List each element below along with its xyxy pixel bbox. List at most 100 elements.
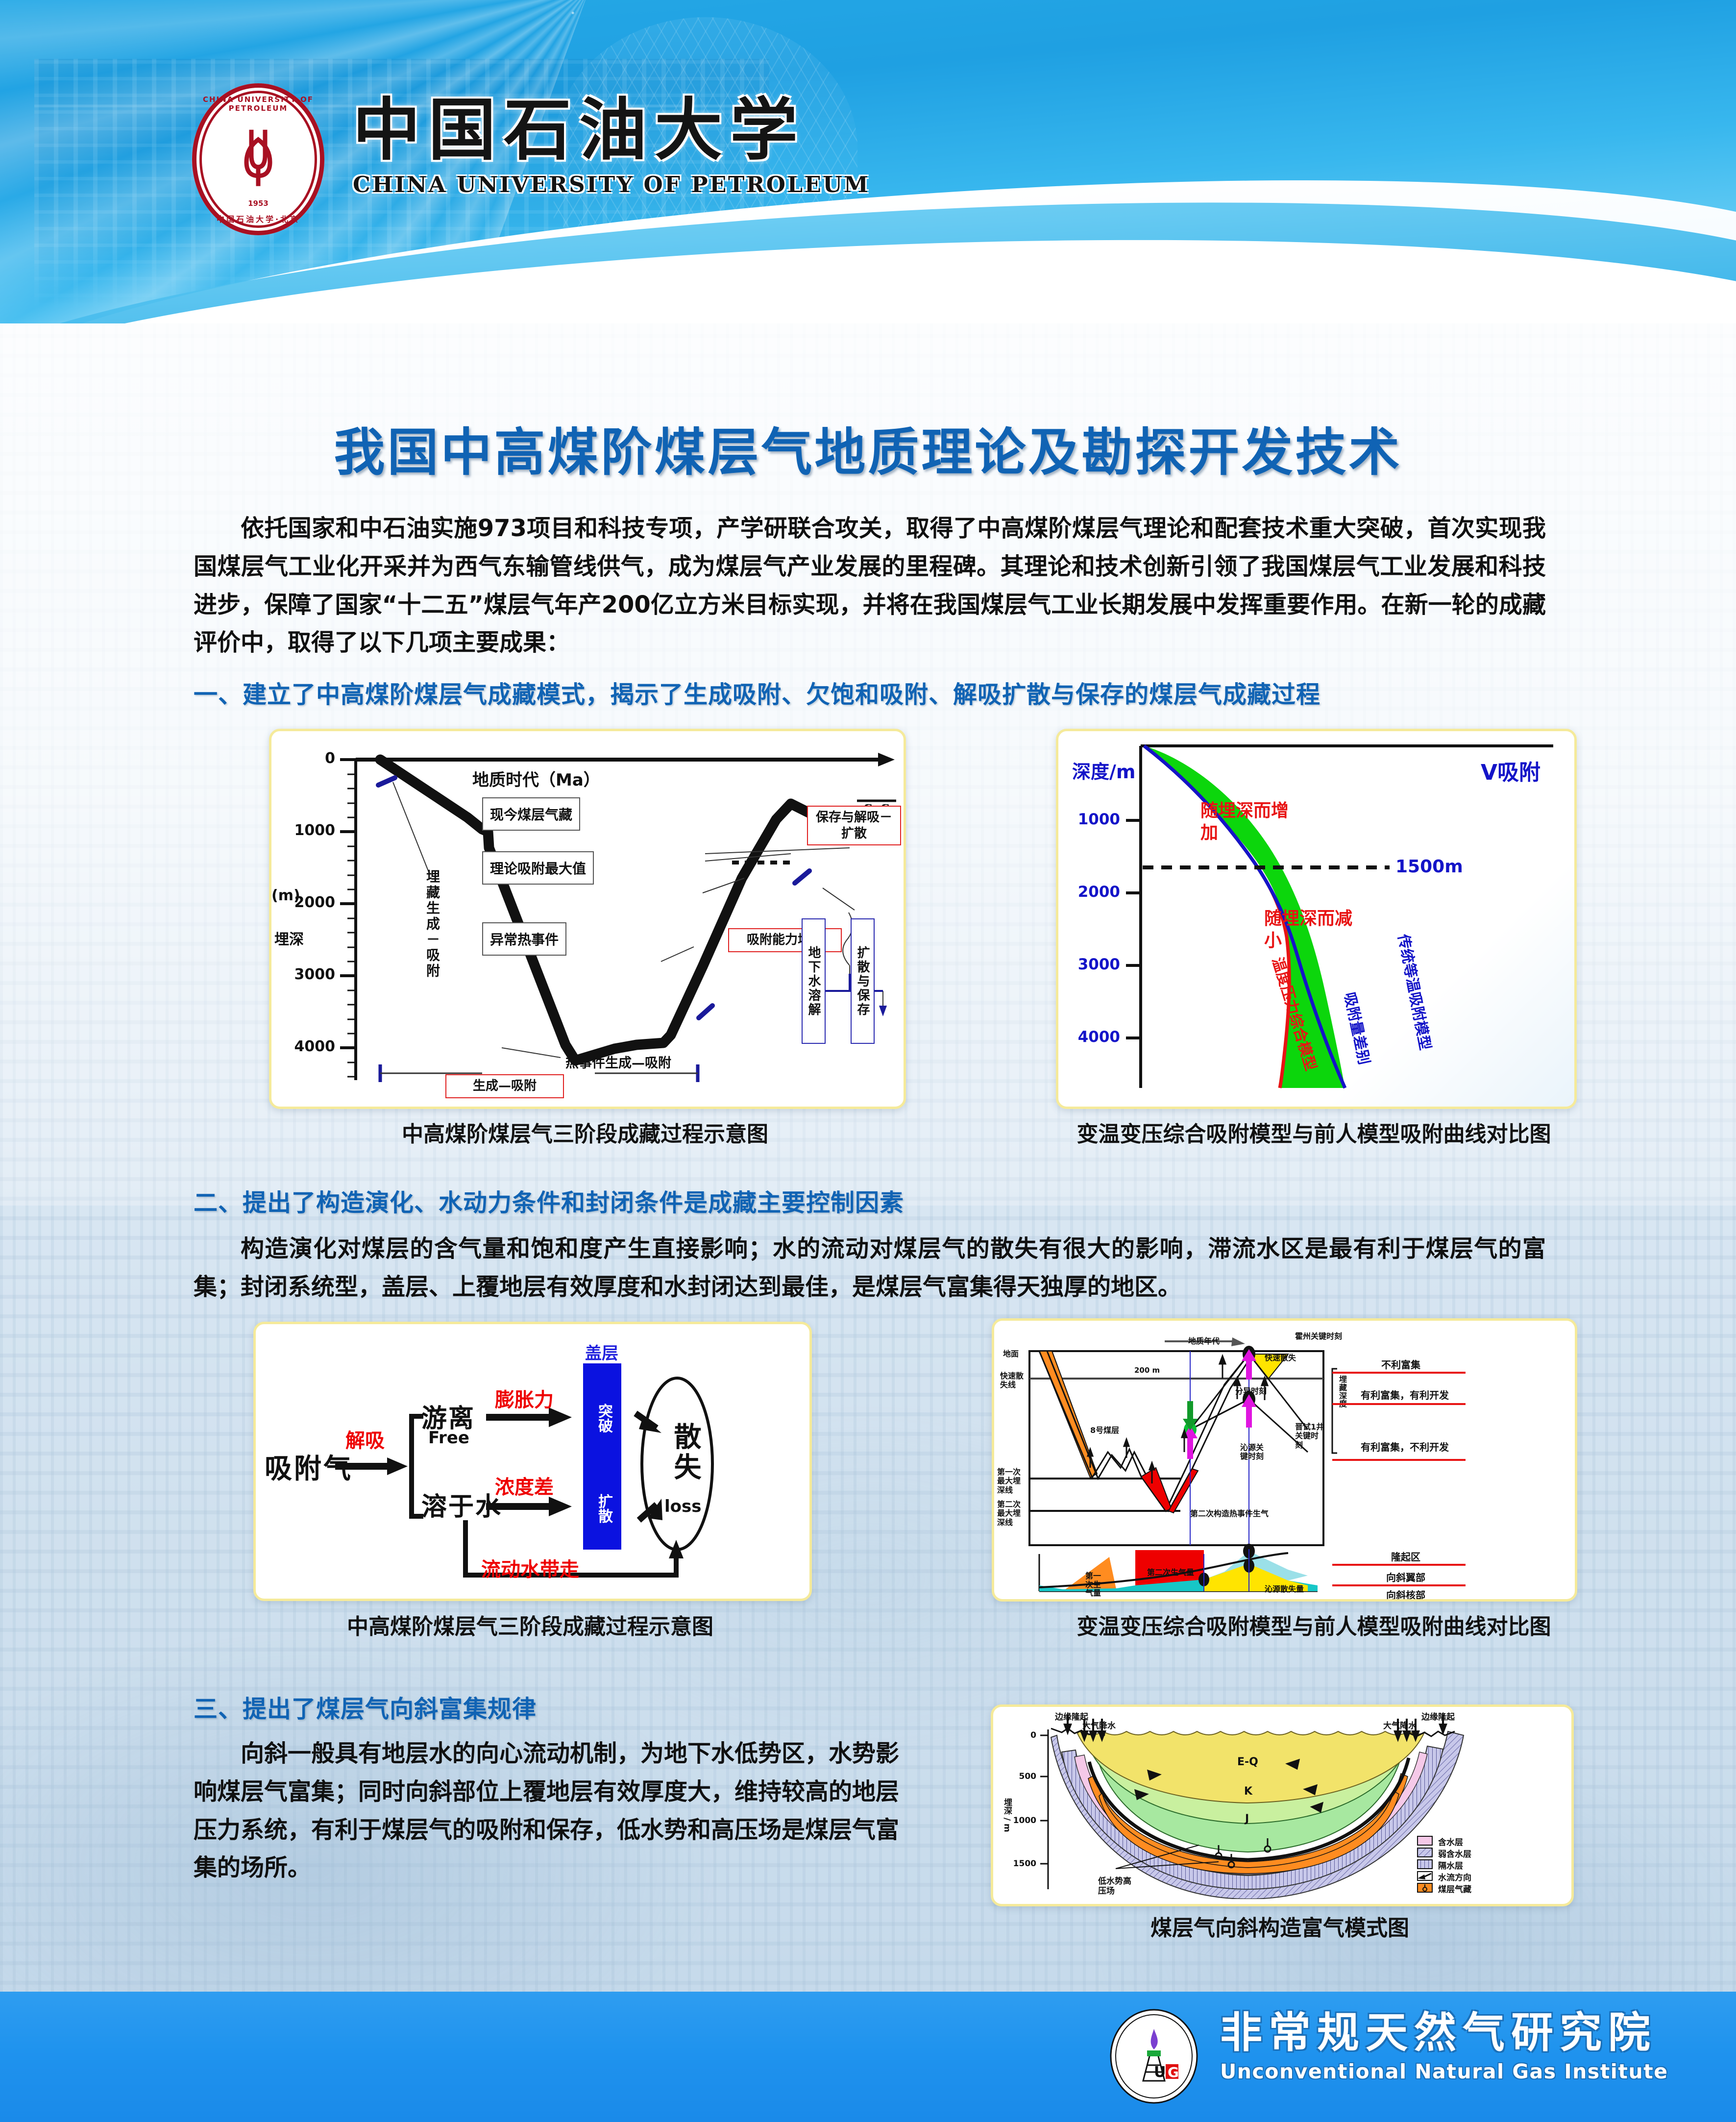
figure-1-yunit: (m): [271, 887, 300, 904]
figure-5-syncline-model: 埋深 / m 0 500 1000 1500 边缘隆起 边缘隆起 大气降水 大气…: [991, 1704, 1574, 1906]
poster-footer: [0, 1992, 1736, 2122]
figure-3-node-cap-rock: 盖层: [585, 1344, 618, 1363]
figure-1-callout-theoretical-max: 理论吸附最大值: [482, 851, 594, 885]
figure-4-annotation-coal-seam-8: 8号煤层: [1090, 1426, 1120, 1435]
figure-4-divider-favorable-nodev: [1332, 1459, 1466, 1461]
figure-5-annotation-precipitation-left: 大气降水: [1082, 1721, 1116, 1731]
figure-5-annotation-precipitation-right: 大气降水: [1383, 1721, 1417, 1731]
figure-5-annotation-margin-uplift-left: 边缘隆起: [1055, 1712, 1088, 1722]
university-name-en: CHINA UNIVERSITY OF PETROLEUM: [353, 172, 870, 197]
figure-4-annotation-differentiation-moment: 分异时刻: [1235, 1386, 1267, 1396]
figure-3-node-free-en: Free: [428, 1428, 469, 1448]
svg-text:G: G: [1168, 2064, 1179, 2080]
figure-5-annotation-margin-uplift-right: 边缘隆起: [1421, 1712, 1455, 1722]
seal-arc-bottom-text: 中国石油大学·北京: [216, 215, 300, 224]
figure-1-ylabel: 埋深: [274, 931, 304, 948]
figure-3-svg: [335, 1363, 714, 1578]
figure-3-edge-concentration-difference: 浓度差: [495, 1476, 554, 1499]
figure-2-ylabel: 深度/m: [1072, 761, 1136, 783]
figure-3-node-adsorbed-gas: 吸附气: [265, 1453, 353, 1485]
figure-4-label-burial-depth: 埋藏深度: [1339, 1375, 1347, 1408]
figure-4-annotation-jinshi1-critical: 晋试1井关键时刻: [1295, 1422, 1324, 1450]
figure-1-vbox-groundwater-dissolution: 地下水溶解: [802, 918, 826, 1044]
figure-4-annotation-second-thermal-event: 第二次构造热事件生气: [1190, 1509, 1269, 1518]
seal-emblem-icon: [244, 129, 272, 186]
intro-paragraph: 依托国家和中石油实施973项目和科技专项，产学研联合攻关，取得了中高煤阶煤层气理…: [194, 515, 1546, 657]
figure-3-node-breakthrough: 突破: [595, 1404, 612, 1433]
university-seal-logo: CHINA UNIVERSITY OF PETROLEUM 1953 中国石油大…: [192, 83, 324, 235]
figure-1-redbox-preservation-desorption: 保存与解吸－扩散: [807, 806, 901, 845]
figure-4-divider-uplift: [1332, 1564, 1466, 1566]
figure-5-legend-cbm-reservoir: 煤层气藏: [1438, 1885, 1471, 1895]
figure-4-annotation-first-gas-volume: 第一次生气量: [1085, 1571, 1101, 1598]
figure-5-ytick-1500: 1500: [1013, 1859, 1036, 1869]
figure-4-annotation-huozhou-critical: 霍州关键时刻: [1295, 1332, 1343, 1341]
section-paragraph-2: 构造演化对煤层的含气量和饱和度产生直接影响；水的流动对煤层气的散失有很大的影响，…: [194, 1235, 1546, 1301]
figure-1-callout-thermal-event: 异常热事件: [482, 922, 567, 956]
figure-4-label-ground-surface: 地面: [1003, 1349, 1019, 1358]
figure-4-divider-limb: [1332, 1584, 1466, 1586]
figure-4-label-geologic-age: 地质年代: [1188, 1336, 1220, 1346]
figure-5-svg: [1040, 1715, 1556, 1900]
figure-5-stratum-j: J: [1245, 1813, 1249, 1825]
figure-2-annotation-increase: 随埋深而增加: [1200, 801, 1289, 843]
figure-2-reference-line-label: 1500m: [1395, 857, 1463, 877]
figure-4-annotation-qinyuan-critical: 沁源关键时刻: [1240, 1443, 1264, 1461]
figure-4-label-first-max-burial: 第一次最大埋深线: [997, 1467, 1021, 1495]
figure-4-svg: [1028, 1337, 1337, 1592]
figure-1-callout-present-reservoir: 现今煤层气藏: [482, 797, 581, 831]
figure-1-ytick-4000: 4000: [294, 1038, 336, 1055]
figure-2-ytick-4000: 4000: [1077, 1028, 1120, 1046]
figure-4-zone-syncline-limb: 向斜翼部: [1386, 1572, 1425, 1583]
figure-1-ytick-3000: 3000: [294, 966, 336, 983]
figure-4-zone-uplift: 隆起区: [1391, 1551, 1420, 1563]
page-title: 我国中高煤阶煤层气地质理论及勘探开发技术: [334, 422, 1402, 482]
university-name-cn: 中国石油大学: [353, 90, 806, 170]
figure-3-node-free: 游离: [421, 1404, 476, 1433]
figure-3-node-dissolved-in-water: 溶于水: [421, 1492, 503, 1522]
figure-4-annotation-fast-loss: 快速散失: [1265, 1353, 1296, 1362]
figure-4-label-fast-loss-line: 快速散失线: [1000, 1371, 1024, 1390]
figure-4-zone-syncline-core: 向斜核部: [1386, 1589, 1425, 1601]
figure-2-adsorption-model: 深度/m V吸附 1000 2000 3000 4000 1500m 随埋深而增…: [1056, 729, 1577, 1109]
institute-name-cn: 非常规天然气研究院: [1220, 2008, 1657, 2057]
institute-logo-icon: UN G: [1110, 2009, 1198, 2104]
figure-2-caption: 变温变压综合吸附模型与前人模型吸附曲线对比图: [1076, 1122, 1551, 1147]
figure-3-edge-carried-by-flowing-water: 流动水带走: [481, 1558, 579, 1581]
section-heading-3: 三、提出了煤层气向斜富集规律: [194, 1695, 537, 1723]
header-dome-structure: [554, 17, 857, 228]
figure-5-stratum-k: K: [1244, 1785, 1253, 1798]
figure-5-caption: 煤层气向斜构造富气模式图: [1150, 1916, 1409, 1941]
figure-5-legend-aquiclude: 隔水层: [1438, 1861, 1463, 1871]
figure-3-node-diffusion: 扩散: [595, 1494, 612, 1523]
figure-4-caption: 变温变压综合吸附模型与前人模型吸附曲线对比图: [1076, 1614, 1551, 1639]
figure-5-legend-aquifer: 含水层: [1438, 1838, 1463, 1848]
section-heading-1: 一、建立了中高煤阶煤层气成藏模式，揭示了生成吸附、欠饱和吸附、解吸扩散与保存的煤…: [194, 681, 1321, 709]
figure-1-xlabel: 地质时代（Ma）: [472, 770, 600, 790]
figure-4-divider-favorable-dev: [1332, 1403, 1466, 1405]
figure-1-burial-history: δ δ: [269, 729, 906, 1109]
figure-4-zone-unfavorable-enrichment: 不利富集: [1381, 1359, 1420, 1371]
figure-1-ytick-1000: 1000: [294, 822, 336, 839]
figure-5-legend-weak-aquifer: 弱含水层: [1438, 1850, 1471, 1859]
figure-2-annotation-decrease: 随埋深而减小: [1264, 909, 1353, 951]
section-heading-2: 二、提出了构造演化、水动力条件和封闭条件是成藏主要控制因素: [194, 1189, 905, 1217]
figure-3-edge-expansion-force: 膨胀力: [495, 1389, 554, 1411]
figure-2-xlabel: V吸附: [1481, 760, 1541, 785]
figure-5-ytick-1000: 1000: [1013, 1816, 1036, 1826]
figure-5-ytick-500: 500: [1019, 1772, 1037, 1781]
institute-name-en: Unconventional Natural Gas Institute: [1220, 2060, 1668, 2083]
figure-2-ytick-3000: 3000: [1077, 956, 1120, 973]
figure-5-ylabel: 埋深 / m: [1002, 1798, 1012, 1832]
figure-1-annotation-burial: 埋藏生成－吸附: [424, 869, 440, 979]
figure-4-label-second-max-burial: 第二次最大埋深线: [997, 1500, 1021, 1527]
figure-5-ytick-0: 0: [1030, 1730, 1036, 1740]
figure-3-node-loss-en: loss: [664, 1497, 702, 1516]
university-wordmark: 中国石油大学 CHINA UNIVERSITY OF PETROLEUM: [353, 90, 870, 198]
figure-4-zone-favorable-both: 有利富集，有利开发: [1361, 1389, 1449, 1401]
figure-5-legend-flow-direction: 水流方向: [1438, 1873, 1471, 1883]
figure-2-svg: [1126, 744, 1553, 1089]
figure-4-critical-moments: 地质年代 地面 快速散失线 第一次最大埋深线 第二次最大埋深线 埋藏深度 200…: [992, 1318, 1577, 1602]
figure-5-annotation-low-potential-high-pressure: 低水势高压场: [1098, 1876, 1131, 1897]
figure-5-stratum-eq: E-Q: [1237, 1756, 1258, 1768]
